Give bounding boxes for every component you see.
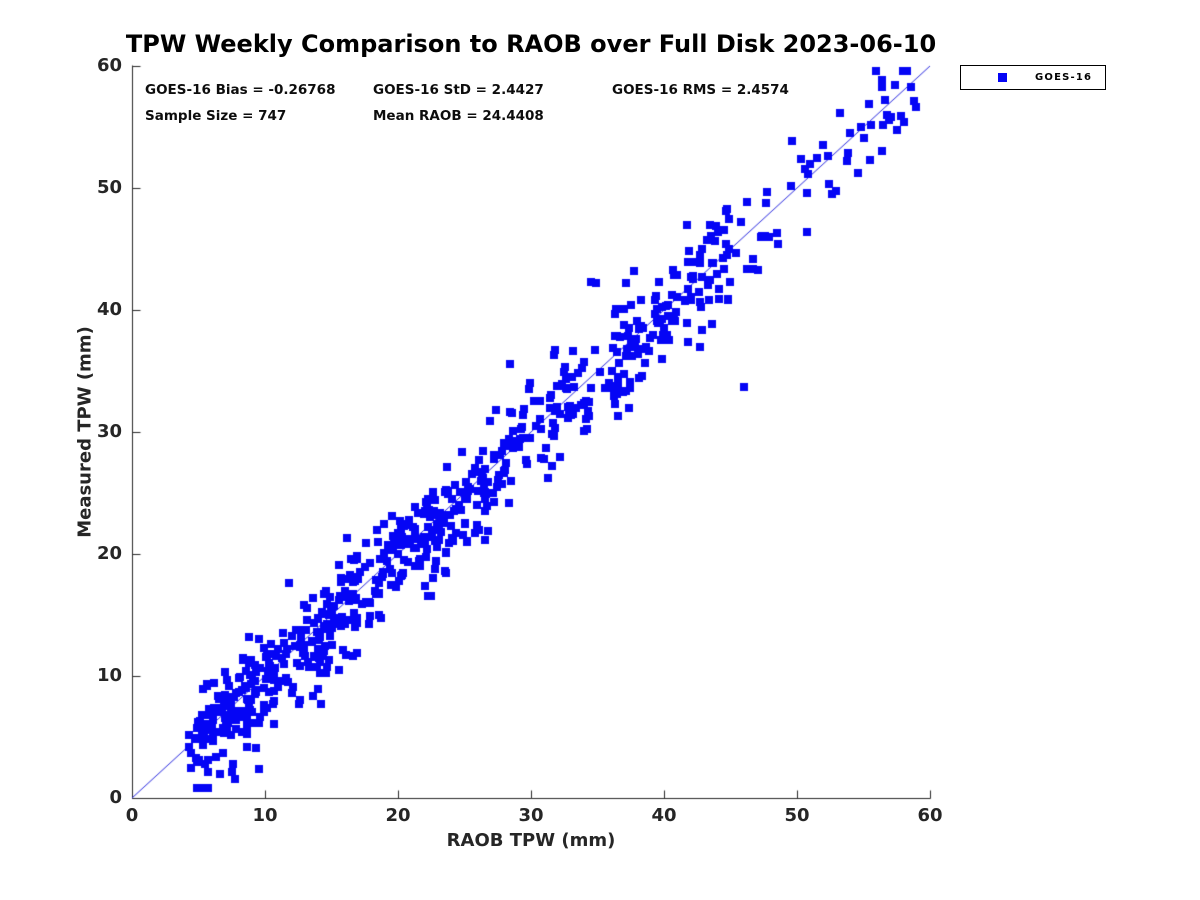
chart-title: TPW Weekly Comparison to RAOB over Full …: [125, 30, 937, 58]
x-tick-label: 30: [518, 805, 544, 826]
x-tick-label: 0: [125, 805, 139, 826]
y-tick-label: 10: [96, 665, 122, 686]
legend-series-label: GOES-16: [1035, 72, 1093, 83]
stat-mean-raob: Mean RAOB = 24.4408: [373, 108, 544, 124]
stat-bias: GOES-16 Bias = -0.26768: [145, 82, 336, 98]
stat-rms: GOES-16 RMS = 2.4574: [612, 82, 789, 98]
y-tick-label: 50: [96, 177, 122, 198]
x-axis-label: RAOB TPW (mm): [446, 830, 616, 851]
legend-box: GOES-16: [960, 65, 1106, 90]
y-tick-label: 20: [96, 543, 122, 564]
x-tick-label: 40: [651, 805, 677, 826]
y-tick-label: 40: [96, 299, 122, 320]
y-tick-label: 0: [109, 787, 122, 808]
legend-marker-square-icon: [998, 73, 1007, 82]
x-tick-label: 60: [917, 805, 943, 826]
x-tick-label: 20: [385, 805, 411, 826]
stat-std: GOES-16 StD = 2.4427: [373, 82, 544, 98]
y-tick-label: 30: [96, 421, 122, 442]
y-tick-label: 60: [96, 55, 122, 76]
x-tick-label: 10: [252, 805, 278, 826]
stat-sample-size: Sample Size = 747: [145, 108, 287, 124]
x-tick-label: 50: [784, 805, 810, 826]
